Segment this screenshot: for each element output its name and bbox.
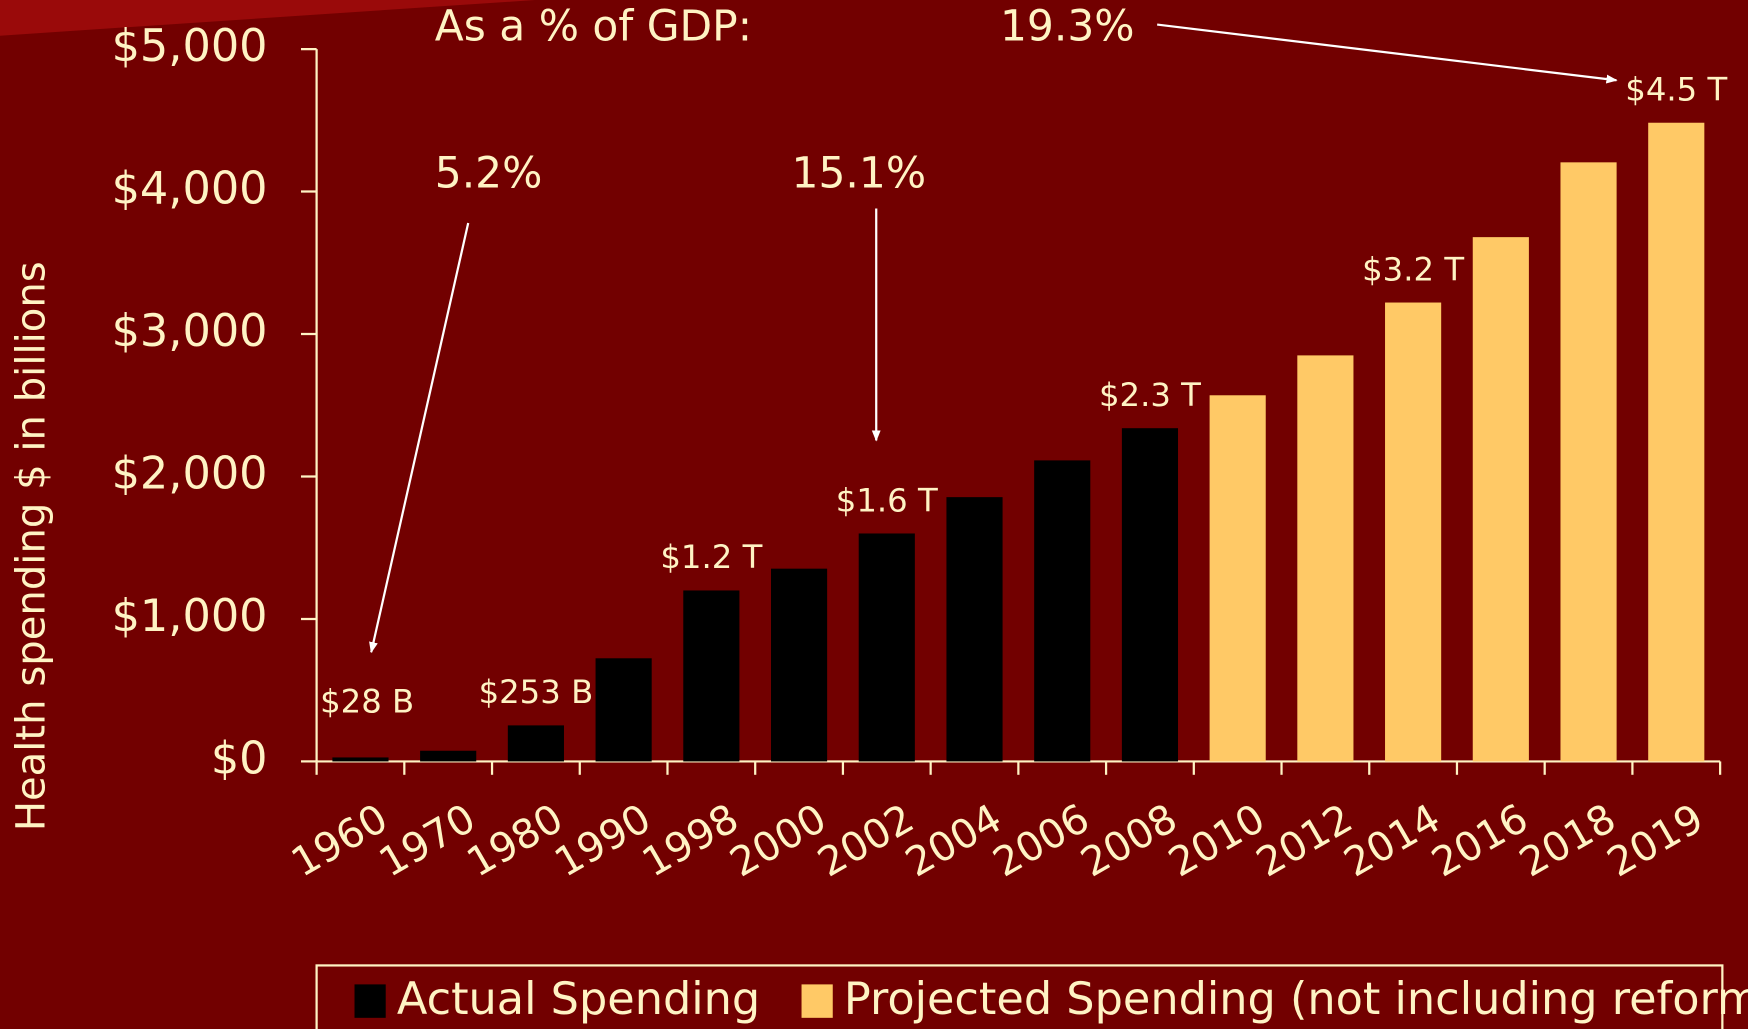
bar [1648, 122, 1705, 762]
y-tick-label: $1,000 [112, 590, 268, 642]
x-tick-label: 2008 [1074, 796, 1185, 887]
x-tick-label: 1980 [459, 796, 570, 887]
legend-box [315, 964, 1724, 1029]
x-tick-label: 1960 [284, 796, 395, 887]
bar [1297, 355, 1354, 762]
y-tick-label: $3,000 [112, 305, 268, 357]
x-tick-label: 2014 [1337, 796, 1448, 887]
bar [1209, 395, 1266, 762]
annotation: 5.2% [435, 149, 543, 198]
bar [595, 658, 652, 762]
bar [770, 568, 828, 762]
x-tick-label: 1970 [372, 796, 483, 887]
legend-label: Actual Spending [397, 973, 760, 1025]
bar [1034, 460, 1091, 762]
bar [1472, 237, 1529, 762]
legend-swatch [354, 984, 386, 1018]
bar [1560, 162, 1617, 762]
x-tick-label: 2004 [898, 796, 1009, 887]
annotation: As a % of GDP: [435, 2, 752, 51]
x-tick-label: 1990 [547, 796, 658, 887]
bar [1121, 428, 1179, 762]
legend-swatch [801, 984, 833, 1018]
value-label: $1.6 T [836, 481, 938, 519]
bar [1385, 302, 1442, 762]
x-tick-label: 2012 [1249, 796, 1360, 887]
bar [858, 533, 915, 762]
annotation: 19.3% [1000, 2, 1135, 51]
value-label: $28 B [320, 682, 414, 720]
value-label: $2.3 T [1099, 376, 1201, 414]
bar [507, 725, 564, 762]
x-tick-label: 2000 [723, 796, 834, 887]
y-tick-label: $2,000 [112, 447, 268, 499]
y-tick-label: $0 [211, 732, 268, 784]
x-tick-label: 2006 [986, 796, 1097, 887]
bar [946, 497, 1003, 762]
arrow [1157, 23, 1618, 84]
arrow [369, 222, 470, 654]
x-tick-label: 2016 [1424, 796, 1535, 887]
annotation: 15.1% [792, 149, 927, 198]
x-tick-label: 2019 [1600, 796, 1711, 887]
y-axis-label: Health spending $ in billions [8, 261, 54, 831]
x-tick-label: 1998 [635, 796, 746, 887]
bar [683, 590, 740, 762]
x-tick-label: 2018 [1512, 796, 1623, 887]
y-tick-label: $4,000 [112, 163, 268, 215]
value-label: $4.5 T [1625, 71, 1727, 109]
legend-label: Projected Spending (not including reform… [844, 973, 1748, 1025]
corner-decoration [0, 0, 536, 36]
value-label: $253 B [479, 673, 594, 711]
x-tick-label: 2002 [810, 796, 921, 887]
value-label: $3.2 T [1362, 250, 1464, 288]
bar [420, 750, 477, 762]
x-tick-label: 2010 [1161, 796, 1272, 887]
value-label: $1.2 T [660, 538, 762, 576]
y-tick-label: $5,000 [112, 20, 268, 72]
bar [332, 757, 389, 762]
